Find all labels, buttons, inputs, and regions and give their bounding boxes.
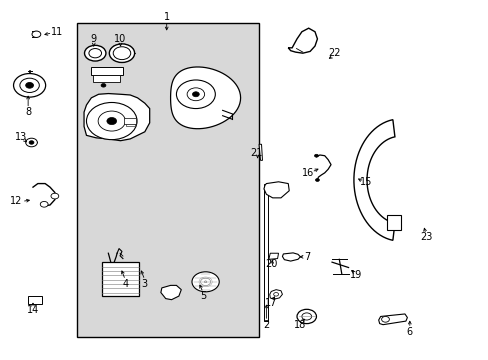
Circle shape — [187, 88, 204, 101]
Circle shape — [26, 138, 37, 147]
Bar — [28, 296, 41, 304]
Text: 4: 4 — [122, 279, 128, 289]
Text: 13: 13 — [15, 132, 27, 142]
Circle shape — [20, 78, 39, 93]
Polygon shape — [353, 120, 394, 240]
Text: 18: 18 — [294, 320, 306, 330]
Text: 8: 8 — [25, 107, 31, 117]
Circle shape — [301, 313, 311, 320]
Text: 10: 10 — [114, 34, 126, 44]
Text: 22: 22 — [327, 48, 340, 58]
Polygon shape — [282, 253, 300, 261]
Circle shape — [192, 92, 199, 97]
Text: 16: 16 — [301, 168, 313, 178]
Text: 14: 14 — [27, 305, 39, 315]
Bar — [91, 67, 122, 75]
Circle shape — [273, 293, 278, 296]
Circle shape — [89, 49, 102, 58]
Polygon shape — [287, 28, 317, 53]
Bar — [386, 215, 400, 230]
Text: 23: 23 — [420, 232, 432, 242]
Circle shape — [51, 193, 59, 199]
Bar — [123, 118, 136, 123]
Circle shape — [101, 84, 106, 87]
Polygon shape — [264, 182, 288, 198]
Circle shape — [296, 309, 316, 324]
Circle shape — [113, 47, 130, 60]
Circle shape — [14, 73, 45, 97]
Text: 20: 20 — [264, 259, 277, 269]
Bar — [125, 123, 134, 126]
Text: 1: 1 — [163, 13, 169, 22]
Polygon shape — [170, 67, 240, 129]
Text: 7: 7 — [304, 252, 310, 262]
Bar — [102, 262, 138, 296]
Circle shape — [86, 103, 137, 140]
Circle shape — [84, 45, 106, 61]
Text: 2: 2 — [263, 320, 269, 330]
Polygon shape — [259, 144, 262, 160]
Polygon shape — [378, 314, 407, 325]
Text: 9: 9 — [90, 34, 97, 44]
Text: 12: 12 — [10, 197, 22, 206]
Text: 19: 19 — [349, 270, 362, 280]
Text: 11: 11 — [51, 27, 63, 37]
Circle shape — [109, 44, 134, 63]
Circle shape — [26, 82, 33, 88]
Text: 3: 3 — [142, 279, 147, 289]
Circle shape — [98, 111, 125, 131]
Circle shape — [314, 154, 318, 157]
Text: 21: 21 — [250, 148, 263, 158]
Bar — [93, 75, 119, 82]
Circle shape — [40, 202, 48, 207]
Polygon shape — [84, 94, 149, 141]
Polygon shape — [268, 253, 278, 259]
Polygon shape — [161, 285, 181, 300]
Bar — [77, 23, 259, 337]
Text: 5: 5 — [200, 291, 206, 301]
Text: 17: 17 — [264, 298, 277, 308]
Circle shape — [381, 316, 388, 322]
Bar — [264, 184, 268, 321]
Circle shape — [315, 179, 319, 181]
Polygon shape — [269, 290, 282, 299]
Circle shape — [107, 117, 116, 125]
Circle shape — [192, 272, 219, 292]
Circle shape — [29, 141, 34, 144]
Text: 6: 6 — [406, 327, 412, 337]
Circle shape — [176, 80, 215, 109]
Circle shape — [32, 31, 41, 37]
Text: 15: 15 — [359, 177, 371, 187]
